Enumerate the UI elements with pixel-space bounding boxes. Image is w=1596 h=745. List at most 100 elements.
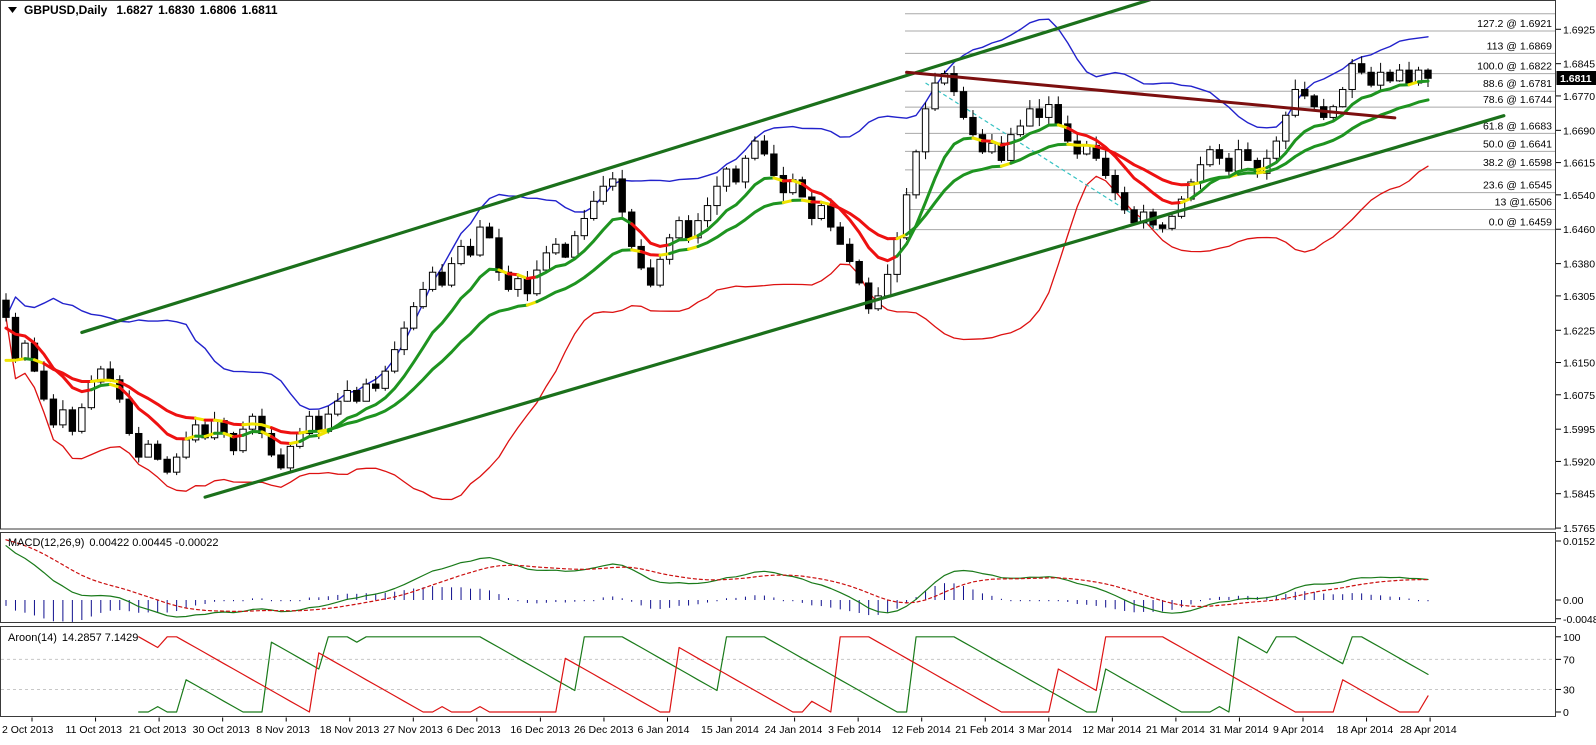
candle-body	[883, 273, 892, 297]
time-tick-label: 12 Feb 2014	[892, 724, 951, 736]
candle-body	[1282, 114, 1290, 142]
candle-body	[1357, 63, 1366, 73]
time-tick-label: 26 Dec 2013	[574, 724, 634, 736]
candle-body	[49, 398, 58, 426]
aroon-down-line	[138, 636, 1429, 713]
fib-level-label: 38.2 @ 1.6598	[1483, 157, 1552, 169]
time-tick-label: 6 Dec 2013	[447, 724, 501, 736]
symbol-dropdown-icon[interactable]	[8, 7, 17, 13]
slow-ma-line	[668, 247, 691, 256]
candle-body	[1007, 134, 1015, 161]
aroon-tick-label: 0	[1563, 707, 1569, 719]
fib-level-label: 113 @ 1.6869	[1487, 40, 1553, 52]
slow-ma-line	[1009, 142, 1070, 165]
slow-ma-line	[1236, 171, 1259, 176]
macd-pane[interactable]	[0, 532, 1556, 623]
fast-ma-line	[525, 275, 539, 280]
macd-tick-label: -0.00483	[1563, 614, 1596, 626]
fast-ma-line	[999, 141, 1013, 147]
candle-body	[68, 409, 77, 432]
slow-ma-line	[118, 380, 198, 420]
fast-ma-line	[497, 268, 510, 276]
candle-body	[827, 205, 835, 228]
candle-body	[447, 263, 456, 286]
slow-ma-line	[639, 250, 662, 257]
candle-body	[1111, 174, 1119, 194]
candle-body	[864, 282, 873, 310]
candle-body	[1035, 108, 1044, 118]
slow-ma-line	[1189, 181, 1202, 186]
candle-body	[1244, 149, 1252, 161]
time-tick-label: 21 Mar 2014	[1146, 724, 1205, 736]
aroon-values: 14.2857 7.1429	[62, 632, 138, 644]
time-tick-label: 24 Jan 2014	[765, 724, 823, 736]
time-tick-label: 30 Oct 2013	[193, 724, 250, 736]
fast-ma-line	[269, 435, 292, 445]
time-axis[interactable]	[0, 717, 1556, 745]
slow-ma-line	[241, 422, 273, 430]
candle-body	[978, 134, 987, 153]
candle-body	[921, 108, 930, 153]
candle-body	[1424, 69, 1432, 79]
candle-body	[931, 82, 939, 110]
candle-body	[646, 267, 655, 286]
fast-ma-line	[1265, 83, 1411, 170]
candle-body	[940, 73, 949, 84]
price-tick-label: 1.6225	[1563, 325, 1595, 337]
fast-ma-line	[222, 431, 235, 439]
fast-ma-line	[1056, 123, 1070, 130]
candle-body	[21, 342, 29, 359]
aroon-pane[interactable]	[0, 626, 1556, 717]
candle-body	[2, 299, 10, 318]
candle-body	[523, 278, 532, 295]
candle-body	[656, 258, 664, 286]
time-tick-label: 12 Mar 2014	[1082, 724, 1141, 736]
candle-body	[144, 443, 152, 458]
candle-body	[239, 428, 247, 452]
candle-body	[1120, 192, 1129, 211]
axes-layer: 1.6925 1.6845 1.6770 1.6690 1.6615 1.6540 1.64…	[2, 24, 1596, 736]
slow-ma-line	[800, 198, 814, 204]
channel-lower	[203, 114, 1506, 499]
macd-series-layer	[5, 539, 1429, 622]
price-tick-label: 1.5920	[1563, 456, 1595, 468]
candle-body	[969, 116, 977, 136]
main-series-layer: 127.2 @ 1.6921 113 @ 1.6869 100.0 @ 1.6822…	[2, 1, 1555, 501]
candle-body	[713, 185, 721, 207]
candle-body	[779, 174, 788, 194]
ohlc-open: 1.6827	[116, 3, 153, 17]
time-tick-label: 3 Feb 2014	[828, 724, 881, 736]
slow-ma-line	[4, 357, 27, 362]
slow-ma-line	[687, 245, 700, 251]
candle-body	[485, 226, 494, 239]
fast-ma-line	[516, 273, 529, 280]
fast-ma-line	[687, 234, 700, 241]
candle-body	[1073, 140, 1081, 155]
aroon-series-layer	[1, 636, 1555, 713]
candle-body	[694, 220, 702, 239]
price-axis[interactable]	[1556, 0, 1596, 717]
fast-ma-line	[800, 182, 899, 263]
bollinger-upper-line	[5, 18, 1429, 410]
candle-body	[846, 243, 854, 262]
candle-body	[817, 205, 825, 219]
main-chart-pane[interactable]	[0, 0, 1556, 530]
candle-body	[627, 211, 636, 247]
candle-body	[1130, 209, 1138, 224]
candle-body	[808, 196, 816, 219]
candle-body	[457, 245, 465, 265]
fib-level-label: 100.0 @ 1.6822	[1477, 61, 1552, 73]
fib-level-label: 23.6 @ 1.6545	[1483, 180, 1552, 192]
candle-body	[315, 415, 323, 432]
price-tick-label: 1.6615	[1563, 158, 1595, 170]
slow-ma-line	[630, 248, 643, 254]
aroon-name: Aroon(14)	[8, 632, 57, 644]
candle-body	[1338, 88, 1347, 108]
candle-body	[286, 445, 295, 469]
fast-ma-line	[1417, 79, 1430, 84]
slow-ma-line	[222, 419, 245, 427]
candle-body	[1196, 164, 1205, 183]
time-tick-label: 31 Mar 2014	[1209, 724, 1268, 736]
candle-body	[40, 370, 48, 400]
candle-body	[1045, 104, 1053, 118]
